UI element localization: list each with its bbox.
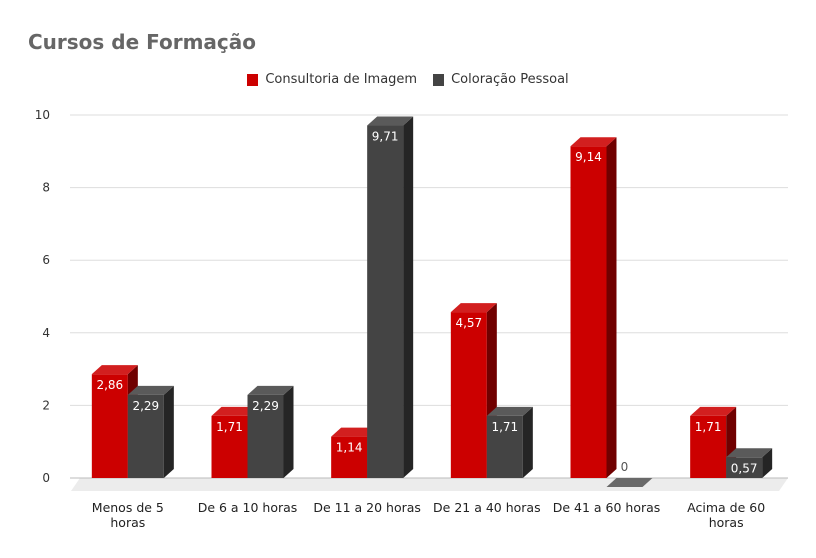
bar-front [486, 415, 523, 478]
bar-top [570, 137, 617, 147]
data-label: 2,29 [252, 399, 279, 413]
x-tick-label: De 21 a 40 horas [433, 500, 541, 515]
bar-top [486, 406, 533, 416]
bar-top [450, 303, 497, 313]
bar-front [570, 146, 607, 478]
bar-top [367, 116, 414, 126]
bar-front [331, 436, 368, 478]
y-tick-label: 6 [42, 253, 50, 267]
legend-item[interactable]: Coloração Pessoal [433, 72, 569, 87]
legend: Consultoria de Imagem Coloração Pessoal [0, 72, 816, 87]
data-label: 9,71 [372, 130, 399, 144]
bar-side [403, 116, 414, 478]
x-tick-label: De 41 a 60 horas [553, 500, 661, 515]
data-label: 1,71 [695, 420, 722, 434]
data-label: 4,57 [455, 316, 482, 330]
bar-zero [606, 478, 653, 487]
bar-front [450, 312, 487, 478]
bar-front [247, 394, 284, 478]
data-label: 0 [621, 460, 629, 474]
bar-front [367, 125, 404, 478]
x-tick-label: Acima de 60 [687, 500, 765, 515]
bar-front [91, 374, 128, 478]
data-label: 1,71 [491, 420, 518, 434]
bar-front [726, 457, 763, 478]
x-tick-label: horas [709, 515, 744, 530]
bar-side [283, 385, 294, 478]
bar-side [163, 385, 174, 478]
legend-swatch [433, 73, 445, 86]
bar-top [91, 365, 138, 375]
data-label: 2,86 [96, 378, 123, 392]
bar-side [606, 137, 617, 478]
bar-top [690, 406, 737, 416]
chart-title: Cursos de Formação [28, 30, 257, 54]
data-label: 2,29 [132, 399, 159, 413]
bar-side [762, 448, 773, 478]
chart-floor [71, 478, 788, 491]
legend-swatch [247, 73, 259, 86]
y-tick-label: 2 [42, 398, 50, 412]
bar-top [247, 385, 294, 395]
bar-top [331, 427, 378, 437]
data-label: 1,14 [336, 441, 363, 455]
bar-front [127, 394, 164, 478]
x-tick-label: Menos de 5 [92, 500, 164, 515]
legend-item[interactable]: Consultoria de Imagem [247, 72, 417, 87]
legend-label: Coloração Pessoal [451, 72, 569, 87]
bar-top [726, 448, 773, 458]
bar-front [211, 415, 248, 478]
bar-top [211, 406, 258, 416]
legend-label: Consultoria de Imagem [265, 72, 418, 87]
data-label: 1,71 [216, 420, 243, 434]
y-tick-label: 10 [35, 108, 50, 122]
bar-side [522, 406, 533, 478]
data-label: 9,14 [575, 150, 602, 164]
x-tick-label: De 6 a 10 horas [198, 500, 298, 515]
y-tick-label: 0 [42, 471, 50, 485]
y-tick-label: 8 [42, 181, 50, 195]
bar-top [127, 385, 174, 395]
data-label: 0,57 [731, 461, 758, 475]
y-tick-label: 4 [42, 326, 50, 340]
x-tick-label: De 11 a 20 horas [313, 500, 421, 515]
bar-front [690, 415, 727, 478]
x-tick-label: horas [110, 515, 145, 530]
